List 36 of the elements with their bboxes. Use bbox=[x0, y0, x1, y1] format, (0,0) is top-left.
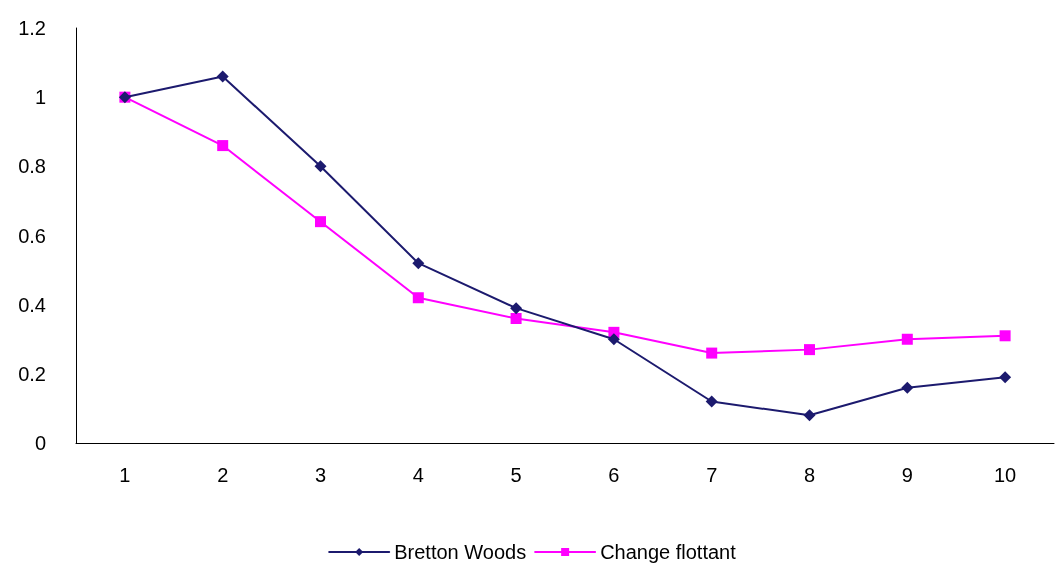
x-tick-label: 9 bbox=[901, 464, 913, 486]
point bbox=[216, 70, 229, 83]
point bbox=[706, 347, 718, 359]
point bbox=[412, 292, 424, 304]
point bbox=[217, 140, 229, 152]
x-tick-label: 10 bbox=[993, 464, 1017, 486]
y-tick-label: 1.2 bbox=[18, 17, 46, 39]
point bbox=[412, 257, 425, 270]
x-tick-label: 8 bbox=[803, 464, 816, 486]
point bbox=[705, 395, 718, 408]
point bbox=[901, 333, 913, 345]
x-tick-label: 7 bbox=[706, 464, 718, 486]
point bbox=[510, 313, 522, 324]
point bbox=[315, 216, 326, 228]
y-tick-label: 0.6 bbox=[18, 224, 46, 247]
point bbox=[510, 302, 523, 315]
y-tick-label: 0.2 bbox=[18, 362, 46, 385]
x-tick-label: 3 bbox=[314, 464, 327, 486]
point bbox=[607, 333, 620, 346]
point bbox=[804, 344, 815, 356]
x-tick-label: 1 bbox=[119, 464, 131, 486]
x-tick-label: 2 bbox=[217, 464, 229, 486]
y-tick-label: 0.4 bbox=[18, 293, 46, 316]
legend-label: Change flottant bbox=[600, 541, 737, 563]
point bbox=[314, 160, 327, 173]
point bbox=[803, 409, 816, 422]
point bbox=[999, 371, 1012, 384]
x-tick-label: 5 bbox=[510, 464, 522, 486]
y-tick-label: 0.8 bbox=[18, 155, 46, 178]
point bbox=[999, 330, 1011, 342]
point bbox=[901, 381, 914, 394]
y-tick-label: 1 bbox=[34, 86, 46, 109]
x-tick-label: 6 bbox=[608, 464, 620, 486]
x-tick-label: 4 bbox=[412, 464, 424, 486]
y-tick-label: 0 bbox=[34, 432, 46, 454]
legend-label: Bretton Woods bbox=[394, 541, 527, 563]
